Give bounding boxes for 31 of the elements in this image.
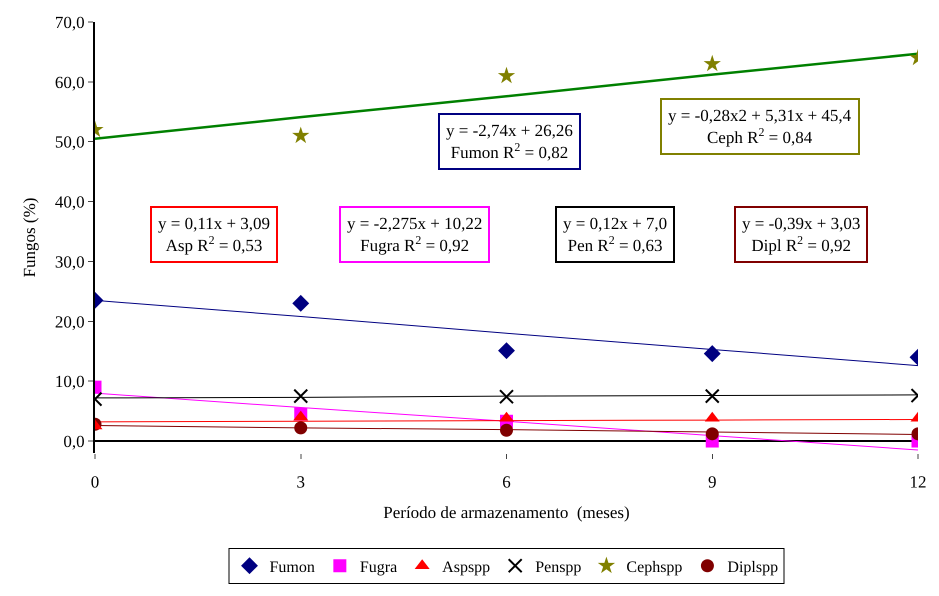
legend-label: Diplspp — [727, 558, 778, 576]
legend-label: Fumon — [270, 558, 315, 576]
y-axis-title: Fungos (%) — [20, 198, 39, 278]
y-tick-label: 40,0 — [54, 192, 85, 212]
legend-label: Penspp — [535, 558, 582, 576]
y-tick-label: 60,0 — [54, 72, 85, 92]
x-tick-label: 3 — [296, 472, 305, 492]
x-tick-label: 0 — [90, 472, 100, 492]
x-tick-label: 12 — [910, 472, 926, 492]
y-tick-label: 10,0 — [54, 372, 85, 392]
y-tick-label: 70,0 — [54, 12, 85, 32]
y-tick-label: 0,0 — [63, 432, 85, 451]
y-tick-label: 20,0 — [54, 312, 85, 332]
annotation: y = -2,275x + 10,22 Fugra R$^{2}$ = 0,92 — [347, 214, 482, 256]
annotation: y = 0,11x + 3,09 Asp R$^{2}$ = 0,53 — [158, 214, 270, 256]
point — [499, 389, 514, 404]
annotation: y = 0,12x + 7,0 Pen R$^{2}$ = 0,63 — [563, 214, 668, 256]
x-tick-label: 6 — [502, 472, 511, 492]
x-tick-label: 9 — [708, 472, 716, 492]
legend-label: Aspspp — [442, 558, 490, 576]
legend-label: Fugra — [360, 558, 398, 576]
y-tick-label: 50,0 — [54, 132, 85, 152]
point — [500, 424, 513, 437]
point — [498, 66, 516, 84]
x-axis-title: Período de armazenamento (meses) — [383, 502, 630, 522]
annotation: y = -2,74x + 26,26 Fumon R$^{2}$ = 0,82 — [446, 121, 573, 162]
legend-label: Cephspp — [626, 558, 682, 576]
annotation: y = -0,28x2 + 5,31x + 45,4 Ceph R$^{2}$ = 0,84 — [668, 106, 852, 148]
annotation: y = -0,39x + 3,03 Dipl R$^{2}$ = 0,92 — [742, 214, 860, 256]
y-tick-label: 30,0 — [54, 252, 85, 272]
point — [498, 342, 515, 360]
